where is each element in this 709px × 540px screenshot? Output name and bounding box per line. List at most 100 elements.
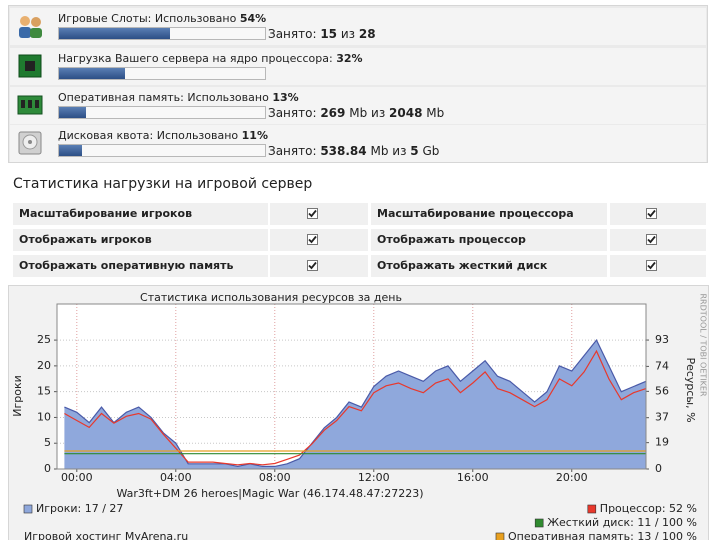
legend-label: Игроки: 17 / 27 <box>36 502 123 515</box>
usage-total: 28 <box>358 27 376 41</box>
settings-title: Статистика нагрузки на игровой сервер <box>13 176 313 192</box>
resource-icon <box>18 54 42 78</box>
resource-icon <box>18 131 42 155</box>
usage-of: из <box>371 106 386 120</box>
resource-row: Дисковая квота: Использовано 11% Занято: … <box>10 125 706 162</box>
legend-swatch <box>534 518 544 528</box>
resource-icon <box>19 16 42 38</box>
setting-label: Масштабирование игроков <box>13 203 268 225</box>
setting-label: Отображать оперативную память <box>13 255 268 277</box>
checkmark <box>307 260 318 271</box>
footer: Игровой хостинг MyArena.ru <box>24 530 188 540</box>
progress-bar <box>58 144 266 157</box>
setting-label: Масштабирование процессора <box>371 203 607 225</box>
y2-tick-label: 37 <box>655 411 669 424</box>
line <box>64 349 647 466</box>
usage-used-prefix: Занято: <box>268 106 317 120</box>
usage-used-prefix: Занято: <box>268 144 317 158</box>
resource-panel: Игровые Слоты: Использовано 54% Занято: 1… <box>8 5 708 163</box>
legend-swatch <box>587 504 597 514</box>
usage-total-unit: Mb <box>426 106 445 120</box>
x-tick-label: 00:00 <box>61 471 93 484</box>
resource-row: Оперативная память: Использовано 13% Заня… <box>10 87 706 124</box>
usage-of: из <box>340 27 356 41</box>
percent: 32% <box>336 52 363 65</box>
legend-label: Жесткий диск: 11 / 100 % <box>547 516 697 529</box>
resource-label: Игровые Слоты: Использовано 54% <box>58 12 266 25</box>
percent: 13% <box>272 91 299 104</box>
y-tick-label: 5 <box>44 436 51 449</box>
progress-bar <box>58 67 266 80</box>
setting-checkbox <box>610 229 706 251</box>
y2-tick-label: 56 <box>655 384 669 397</box>
usage-used-prefix: Занято: <box>268 27 317 41</box>
legend-label: Оперативная память: 13 / 100 % <box>508 530 697 540</box>
resource-row: Нагрузка Вашего сервера на ядро процессо… <box>10 48 706 85</box>
y-tick-label: 25 <box>37 333 51 346</box>
usage: Занято: 15 из 28 <box>268 27 376 41</box>
checkmark <box>646 260 657 271</box>
resource-label: Оперативная память: Использовано 13% <box>58 91 299 104</box>
y-tick-label: 0 <box>44 462 51 475</box>
y2-tick-label: 0 <box>655 462 662 475</box>
y2-tick-label: 93 <box>655 333 669 346</box>
chart-subtitle: War3ft+DM 26 heroes|Magic War (46.174.48… <box>116 487 423 500</box>
x-tick-label: 04:00 <box>160 471 192 484</box>
setting-label: Отображать жесткий диск <box>371 255 607 277</box>
y2-tick-label: 74 <box>655 359 669 372</box>
label-text: Дисковая квота: Использовано <box>58 129 239 142</box>
usage-total-unit: Gb <box>422 144 440 158</box>
setting-label: Отображать процессор <box>371 229 607 251</box>
progress-fill <box>59 145 82 156</box>
watermark: RRDTOOL / TOBI OETIKER <box>699 293 708 396</box>
chart-title: Статистика использования ресурсов за ден… <box>140 291 402 304</box>
x-tick-label: 16:00 <box>457 471 489 484</box>
progress-bar <box>58 106 266 119</box>
percent: 11% <box>241 129 268 142</box>
setting-checkbox <box>610 203 706 225</box>
x-tick-label: 12:00 <box>358 471 390 484</box>
y-tick-label: 15 <box>37 385 51 398</box>
setting-checkbox <box>270 229 368 251</box>
setting-checkbox <box>270 203 368 225</box>
setting-label: Отображать игроков <box>13 229 268 251</box>
checkmark <box>646 234 657 245</box>
resource-icon <box>17 95 43 115</box>
y2-axis-label: Ресурсы, % <box>684 357 697 422</box>
x-tick-label: 08:00 <box>259 471 291 484</box>
progress-fill <box>59 107 86 118</box>
setting-checkbox <box>610 255 706 277</box>
progress-fill <box>59 68 125 79</box>
progress-bar <box>58 27 266 40</box>
usage-used-unit: Mb <box>349 106 368 120</box>
y-axis-label: Игроки <box>11 375 24 417</box>
usage: Занято: 269 Mb из 2048 Mb <box>268 106 444 120</box>
line <box>64 338 647 468</box>
usage-used: 15 <box>320 27 338 41</box>
legend-swatch <box>495 532 505 540</box>
usage-total: 5 <box>410 144 419 158</box>
label-text: Оперативная память: Использовано <box>58 91 269 104</box>
y2-tick-label: 19 <box>655 436 669 449</box>
usage: Занято: 538.84 Mb из 5 Gb <box>268 144 439 158</box>
resource-label: Дисковая квота: Использовано 11% <box>58 129 268 142</box>
label-text: Игровые Слоты: Использовано <box>58 12 237 25</box>
legend-swatch <box>23 504 33 514</box>
x-tick-label: 20:00 <box>556 471 588 484</box>
y-tick-label: 20 <box>37 359 51 372</box>
plot-frame <box>56 303 647 470</box>
resource-row: Игровые Слоты: Использовано 54% Занято: 1… <box>10 8 706 45</box>
setting-checkbox <box>270 255 368 277</box>
usage-used: 538.84 <box>320 144 367 158</box>
label-text: Нагрузка Вашего сервера на ядро процессо… <box>58 52 333 65</box>
usage-of: из <box>392 144 407 158</box>
checkmark <box>646 208 657 219</box>
legend-label: Процессор: 52 % <box>600 502 697 515</box>
checkmark <box>307 234 318 245</box>
progress-fill <box>59 28 171 39</box>
resource-label: Нагрузка Вашего сервера на ядро процессо… <box>58 52 363 65</box>
y-tick-label: 10 <box>37 410 51 423</box>
usage-used: 269 <box>320 106 346 120</box>
